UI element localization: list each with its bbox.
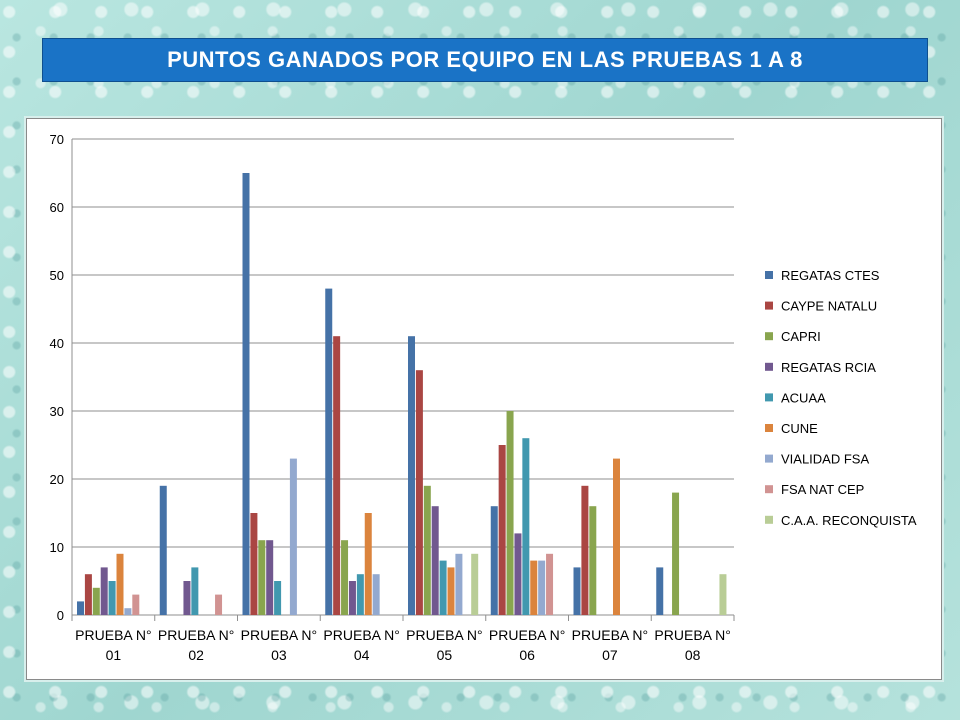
bar-caype-natalu [581, 485, 589, 615]
x-tick-label: 05 [437, 647, 453, 663]
bar-capri [341, 540, 349, 615]
legend-swatch [765, 362, 773, 371]
bar-vialidad-fsa [538, 560, 546, 615]
bar-c-a-a-reconquista [471, 553, 479, 615]
bar-capri [258, 540, 266, 615]
bar-capri [506, 411, 514, 615]
legend-swatch [765, 393, 773, 402]
bar-regatas-rcia [514, 533, 522, 615]
y-tick-label: 30 [50, 404, 64, 419]
bar-regatas-rcia [100, 567, 108, 615]
legend-label: FSA NAT CEP [781, 482, 864, 497]
x-tick-label: 01 [106, 647, 122, 663]
bar-regatas-rcia [266, 540, 274, 615]
bar-fsa-nat-cep [132, 594, 140, 615]
bar-vialidad-fsa [124, 608, 132, 615]
bar-cune [530, 560, 538, 615]
x-tick-label: PRUEBA N° [572, 627, 648, 643]
bar-acuaa [356, 574, 364, 615]
x-tick-label: PRUEBA N° [406, 627, 482, 643]
legend-label: REGATAS RCIA [781, 360, 876, 375]
bar-regatas-ctes [490, 506, 498, 615]
legend-swatch [765, 485, 773, 494]
legend-label: CAYPE NATALU [781, 299, 877, 314]
x-tick-label: 08 [685, 647, 701, 663]
bar-capri [423, 485, 431, 615]
x-tick-label: PRUEBA N° [654, 627, 730, 643]
title-banner: PUNTOS GANADOS POR EQUIPO EN LAS PRUEBAS… [42, 38, 928, 82]
chart-panel: 0 10 20 30 40 50 60 70 PRUEBA N° 01 PRUEBA N° 02 PRU… [26, 118, 942, 680]
x-tick-label: PRUEBA N° [75, 627, 151, 643]
x-tick-label: 07 [602, 647, 618, 663]
bar-caype-natalu [250, 513, 258, 615]
bar-regatas-rcia [183, 581, 191, 615]
bar-capri [589, 506, 597, 615]
bar-regatas-ctes [159, 485, 167, 615]
x-tick-label: 03 [271, 647, 287, 663]
legend-label: CUNE [781, 421, 818, 436]
bar-cune [613, 458, 620, 615]
bar-regatas-rcia [348, 581, 356, 615]
bar-vialidad-fsa [372, 574, 380, 615]
legend-swatch [765, 301, 773, 310]
bar-fsa-nat-cep [215, 594, 223, 615]
y-tick-label: 60 [50, 200, 64, 215]
bar-caype-natalu [498, 445, 506, 615]
x-tick-label: PRUEBA N° [241, 627, 317, 643]
y-tick-label: 50 [50, 268, 64, 283]
bar-capri [92, 587, 100, 615]
y-tick-label: 40 [50, 336, 64, 351]
legend-label: ACUAA [781, 390, 826, 405]
bar-acuaa [274, 581, 282, 615]
y-tick-label: 10 [50, 540, 64, 555]
bar-cune [364, 513, 372, 615]
legend-swatch [765, 515, 773, 524]
y-tick-label: 70 [50, 132, 64, 147]
bar-caype-natalu [84, 574, 92, 615]
x-tick-label: 02 [188, 647, 204, 663]
legend-label: REGATAS CTES [781, 268, 880, 283]
bar-cune [447, 567, 455, 615]
legend-swatch [765, 454, 773, 463]
bar-regatas-ctes [408, 336, 415, 615]
bar-cune [116, 553, 124, 615]
legend-label: VIALIDAD FSA [781, 452, 869, 467]
bar-chart: 0 10 20 30 40 50 60 70 PRUEBA N° 01 PRUEBA N° 02 PRU… [50, 132, 917, 663]
x-tick-label: 04 [354, 647, 370, 663]
bar-caype-natalu [415, 370, 423, 615]
x-tick-label: PRUEBA N° [158, 627, 234, 643]
y-tick-label: 20 [50, 472, 64, 487]
bar-regatas-ctes [573, 567, 581, 615]
bar-regatas-ctes [325, 288, 333, 615]
legend-label: C.A.A. RECONQUISTA [781, 513, 917, 528]
bar-acuaa [522, 438, 530, 615]
legend-swatch [765, 332, 773, 341]
x-tick-label: PRUEBA N° [489, 627, 565, 643]
x-tick-label: 06 [519, 647, 535, 663]
bar-vialidad-fsa [289, 458, 297, 615]
bar-regatas-rcia [431, 506, 439, 615]
bar-capri [672, 492, 680, 615]
bar-regatas-ctes [242, 173, 250, 615]
legend-label: CAPRI [781, 329, 821, 344]
legend-swatch [765, 271, 773, 279]
bar-acuaa [439, 560, 447, 615]
bar-acuaa [108, 581, 116, 615]
bar-regatas-ctes [77, 601, 84, 615]
y-tick-label: 0 [57, 608, 64, 623]
bar-acuaa [191, 567, 199, 615]
legend-swatch [765, 424, 773, 432]
bar-regatas-ctes [656, 567, 664, 615]
page-title: PUNTOS GANADOS POR EQUIPO EN LAS PRUEBAS… [167, 47, 803, 72]
bar-vialidad-fsa [455, 553, 463, 615]
x-tick-label: PRUEBA N° [323, 627, 399, 643]
bar-caype-natalu [333, 336, 341, 615]
bar-fsa-nat-cep [546, 553, 554, 615]
bar-c-a-a-reconquista [719, 574, 727, 615]
